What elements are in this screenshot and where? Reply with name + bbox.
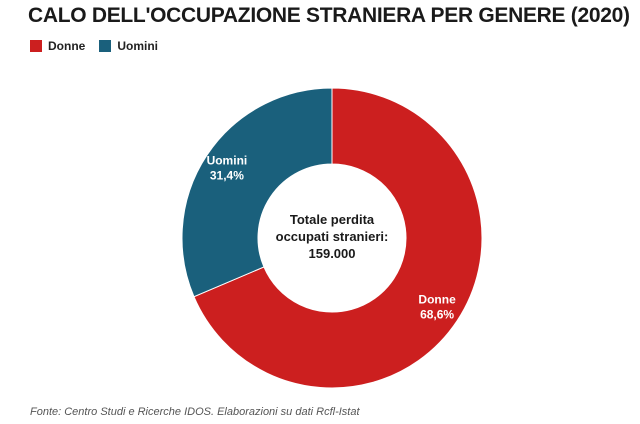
legend-swatch-donne xyxy=(30,40,42,52)
slice-uomini xyxy=(181,87,333,298)
legend-label-donne: Donne xyxy=(48,39,86,53)
slice-label-uomini: Uomini 31,4% xyxy=(207,153,248,182)
legend-swatch-uomini xyxy=(99,40,112,52)
legend-label-uomini: Uomini xyxy=(117,39,159,53)
slice-label-donne: Donne 68,6% xyxy=(418,293,456,322)
source-note: Fonte: Centro Studi e Ricerche IDOS. Ela… xyxy=(30,406,360,418)
slice-donne xyxy=(193,87,483,389)
chart-title: CALO DELL'OCCUPAZIONE STRANIERA PER GENE… xyxy=(28,4,630,27)
legend-item-uomini: Uomini xyxy=(99,39,158,53)
legend-item-donne: Donne xyxy=(30,39,85,53)
legend: Donne Uomini xyxy=(30,39,172,53)
center-total-label: Totale perdita occupati stranieri: 159.000 xyxy=(276,212,389,261)
